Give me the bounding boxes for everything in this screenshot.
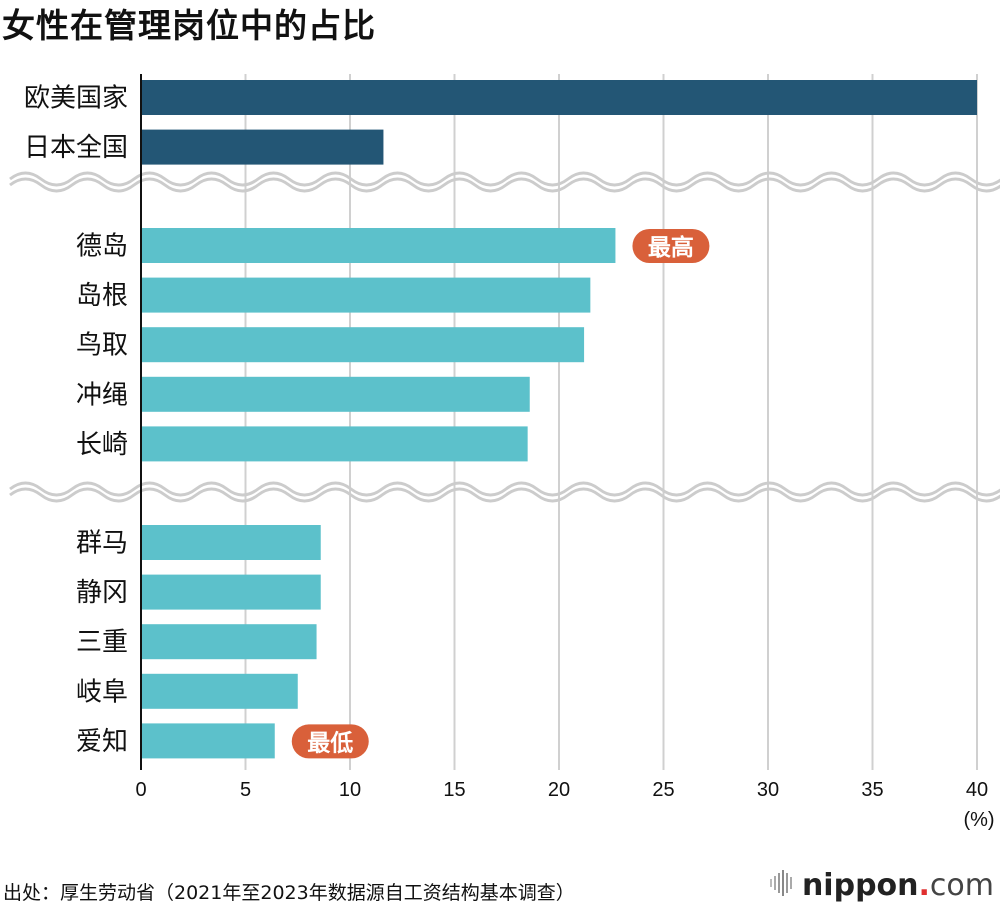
x-tick-label: 30 xyxy=(757,779,779,801)
category-label: 冲绳 xyxy=(76,380,128,410)
bar xyxy=(141,525,321,560)
chart-title: 女性在管理岗位中的占比 xyxy=(2,6,376,45)
category-label: 三重 xyxy=(76,628,128,658)
x-tick-label: 25 xyxy=(652,779,674,801)
axis-break xyxy=(9,481,1000,503)
bar xyxy=(141,376,530,412)
source-note: 出处：厚生劳动省（2021年至2023年数据源自工资结构基本调查） xyxy=(3,882,575,904)
x-tick-label: 5 xyxy=(240,779,251,801)
x-tick-label: 35 xyxy=(861,779,883,801)
annotation-badge xyxy=(291,724,369,759)
annotation-text: 最低 xyxy=(307,730,353,756)
nippon-logo: nippon.com xyxy=(769,868,994,904)
category-label: 长崎 xyxy=(76,430,128,460)
logo-dot: . xyxy=(918,868,930,903)
annotation-text: 最高 xyxy=(648,234,694,261)
unit-label: (%) xyxy=(963,809,994,831)
bar xyxy=(141,80,977,115)
category-label: 德岛 xyxy=(76,232,128,262)
axis-breaks xyxy=(9,171,1000,503)
axis-break xyxy=(9,171,1000,193)
category-label: 爱知 xyxy=(76,727,128,757)
bars xyxy=(141,80,977,759)
category-label: 鸟取 xyxy=(76,331,128,361)
logo-bars-icon xyxy=(769,869,796,904)
bar xyxy=(141,228,616,263)
logo-suffix: com xyxy=(929,868,994,903)
x-tick-labels: 0 5 10 15 20 25 30 35 40 (%) xyxy=(135,779,994,831)
bar xyxy=(141,129,384,165)
category-label: 岛根 xyxy=(76,281,128,311)
category-label: 群马 xyxy=(76,529,128,559)
bar xyxy=(141,624,317,660)
category-label: 岐阜 xyxy=(76,677,128,707)
bar xyxy=(141,723,275,759)
category-label: 欧美国家 xyxy=(24,84,128,114)
bar xyxy=(141,426,528,462)
x-tick-label: 15 xyxy=(443,779,465,801)
annotation-badge xyxy=(632,229,710,263)
bar xyxy=(141,673,298,709)
x-tick-label: 20 xyxy=(548,779,570,801)
category-label: 静冈 xyxy=(76,578,128,608)
gridlines xyxy=(244,74,978,770)
x-tick-label: 40 xyxy=(966,779,988,801)
x-tick-label: 0 xyxy=(135,779,146,801)
bar xyxy=(141,327,585,363)
bar xyxy=(141,277,591,313)
x-tick-label: 10 xyxy=(339,779,361,801)
bar xyxy=(141,574,321,610)
category-label: 日本全国 xyxy=(24,133,128,163)
logo-main: nippon xyxy=(801,868,919,903)
